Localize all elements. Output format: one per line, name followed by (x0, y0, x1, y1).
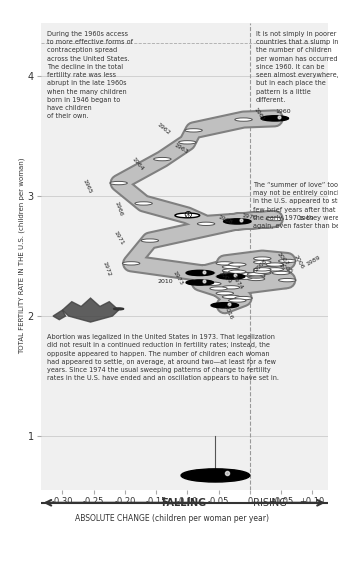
Text: During the 1960s access
to more effective forms of
contraception spread
across t: During the 1960s access to more effectiv… (47, 31, 133, 119)
Circle shape (222, 265, 240, 269)
Circle shape (260, 266, 277, 270)
Text: 2007: 2007 (276, 252, 290, 267)
Circle shape (211, 303, 239, 308)
Circle shape (247, 274, 265, 277)
Circle shape (197, 222, 215, 226)
Text: ☮: ☮ (183, 211, 192, 221)
Circle shape (254, 270, 271, 274)
Circle shape (222, 274, 240, 277)
Circle shape (210, 287, 227, 290)
Circle shape (254, 271, 271, 275)
Circle shape (175, 213, 200, 218)
Circle shape (266, 217, 284, 221)
Circle shape (254, 269, 271, 272)
Circle shape (153, 158, 171, 161)
Text: 1971: 1971 (113, 230, 125, 246)
Text: 1973: 1973 (172, 270, 184, 287)
Circle shape (272, 271, 290, 275)
Circle shape (178, 141, 196, 144)
Circle shape (216, 292, 234, 295)
Text: 1965: 1965 (82, 178, 93, 194)
Circle shape (222, 272, 240, 276)
Circle shape (110, 181, 127, 185)
Circle shape (247, 275, 265, 278)
Text: It is not simply in poorer
countries that a slump in
the number of children
per : It is not simply in poorer countries tha… (256, 31, 338, 103)
Circle shape (223, 219, 251, 224)
Circle shape (279, 279, 296, 282)
Circle shape (141, 239, 159, 242)
Text: FALLING: FALLING (161, 498, 206, 508)
Circle shape (254, 270, 271, 274)
Circle shape (114, 308, 124, 310)
Circle shape (254, 257, 271, 260)
Circle shape (222, 285, 240, 289)
Text: 2005: 2005 (278, 263, 294, 275)
Circle shape (222, 269, 240, 272)
Circle shape (186, 280, 214, 285)
Circle shape (216, 262, 234, 265)
Circle shape (228, 270, 246, 274)
Circle shape (266, 267, 284, 271)
Circle shape (216, 275, 234, 278)
Text: 2006: 2006 (292, 254, 305, 270)
Circle shape (247, 272, 265, 276)
Text: The “summer of love” took place in 1967. It
may not be entirely coincidental tha: The “summer of love” took place in 1967.… (253, 182, 338, 229)
Circle shape (279, 260, 296, 262)
Circle shape (185, 129, 202, 132)
Text: RISING: RISING (250, 498, 287, 508)
Text: 2016: 2016 (222, 304, 234, 320)
Text: ABSOLUTE CHANGE (children per woman per year): ABSOLUTE CHANGE (children per woman per … (75, 514, 269, 523)
Text: 1989: 1989 (306, 254, 321, 266)
Circle shape (217, 274, 245, 279)
Text: 1960: 1960 (275, 109, 291, 114)
Circle shape (228, 299, 246, 302)
Circle shape (222, 295, 240, 298)
Circle shape (197, 271, 215, 275)
Circle shape (235, 297, 252, 300)
Circle shape (122, 262, 140, 265)
Text: 1964: 1964 (130, 157, 144, 172)
Text: 2008: 2008 (254, 258, 268, 273)
Circle shape (254, 270, 271, 274)
Circle shape (235, 272, 252, 276)
Circle shape (235, 276, 252, 279)
Y-axis label: TOTAL FERTILITY RATE IN THE U.S. (children per woman): TOTAL FERTILITY RATE IN THE U.S. (childr… (18, 158, 25, 355)
Circle shape (135, 202, 152, 205)
Circle shape (186, 270, 214, 275)
Circle shape (261, 116, 289, 121)
Text: 1966: 1966 (114, 201, 124, 217)
Circle shape (228, 275, 246, 278)
Circle shape (241, 272, 259, 276)
Text: 1972: 1972 (101, 261, 111, 277)
Circle shape (203, 282, 221, 285)
Text: 1963: 1963 (173, 143, 189, 155)
Text: Abortion was legalized in the United States in 1973. That legalization
did not r: Abortion was legalized in the United Sta… (47, 334, 279, 381)
Circle shape (254, 267, 271, 271)
Circle shape (228, 263, 246, 266)
Circle shape (181, 469, 250, 482)
Circle shape (247, 274, 265, 277)
Text: 1969: 1969 (298, 216, 314, 221)
Text: 1961: 1961 (252, 106, 266, 122)
Circle shape (247, 277, 265, 280)
Text: 1962: 1962 (156, 122, 171, 136)
Polygon shape (53, 310, 66, 320)
Text: 2010: 2010 (158, 279, 173, 284)
Text: 1968: 1968 (217, 214, 233, 225)
Text: 1970: 1970 (242, 213, 258, 221)
Text: 2009: 2009 (217, 270, 232, 285)
Circle shape (235, 118, 252, 121)
Circle shape (254, 261, 271, 264)
Polygon shape (63, 298, 119, 322)
Circle shape (222, 272, 240, 276)
Circle shape (266, 263, 284, 266)
Text: 1974: 1974 (231, 275, 244, 291)
